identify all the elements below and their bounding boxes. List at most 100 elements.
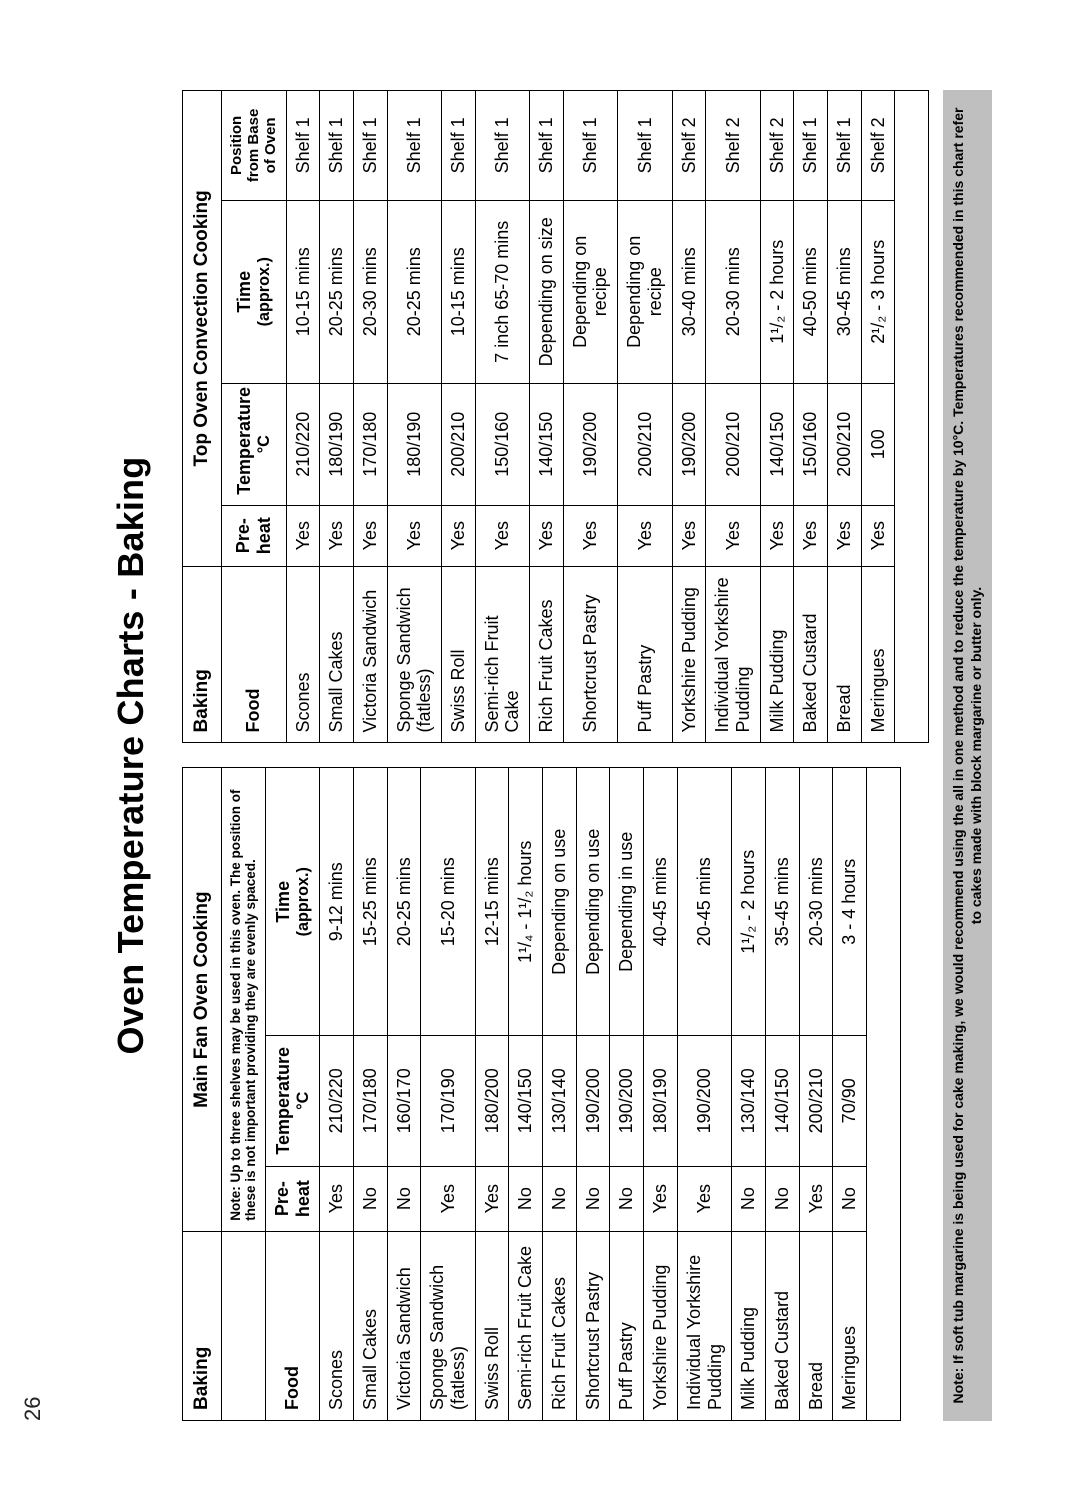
cell-preheat: Yes xyxy=(618,505,672,566)
cell-preheat: Yes xyxy=(530,505,564,566)
cell-temp: 160/170 xyxy=(387,1036,421,1167)
cell-food: Semi-rich Fruit Cake xyxy=(475,566,529,743)
col-food: Food xyxy=(265,1231,319,1420)
cell-preheat: No xyxy=(509,1166,543,1231)
col-food: Food xyxy=(221,566,286,743)
cell-temp: 200/210 xyxy=(442,383,476,505)
table-row: Sponge Sandwich (fatless)Yes170/19015-20… xyxy=(421,768,475,1421)
cell-preheat: Yes xyxy=(353,505,387,566)
cell-time: 1¹/₂ - 2 hours xyxy=(760,200,794,383)
cell-time: 20-25 mins xyxy=(387,768,421,1036)
table-row: Semi-rich Fruit CakeNo140/1501¹/₄ - 1¹/₂… xyxy=(509,768,543,1421)
cell-preheat: Yes xyxy=(387,505,441,566)
table-row: MeringuesNo70/903 - 4 hours xyxy=(833,768,867,1421)
cell-temp: 180/190 xyxy=(387,383,441,505)
cell-temp: 140/150 xyxy=(530,383,564,505)
cell-food: Victoria Sandwich xyxy=(353,566,387,743)
cell-temp: 130/140 xyxy=(732,1036,766,1167)
table-row: BreadYes200/21030-45 minsShelf 1 xyxy=(827,91,861,744)
cell-preheat: Yes xyxy=(760,505,794,566)
cell-preheat: Yes xyxy=(672,505,706,566)
cell-preheat: Yes xyxy=(475,505,529,566)
cell-time: 30-45 mins xyxy=(827,200,861,383)
cell-preheat: Yes xyxy=(421,1166,475,1231)
col-preheat: Pre-heat xyxy=(265,1166,319,1231)
table-row: Victoria SandwichNo160/17020-25 mins xyxy=(387,768,421,1421)
table-row: Semi-rich Fruit CakeYes150/1607 inch 65-… xyxy=(475,91,529,744)
cell-temp: 170/190 xyxy=(421,1036,475,1167)
cell-temp: 180/190 xyxy=(644,1036,678,1167)
cell-temp: 190/200 xyxy=(672,383,706,505)
cell-time: 10-15 mins xyxy=(442,200,476,383)
cell-temp: 180/200 xyxy=(475,1036,509,1167)
cell-food: Rich Fruit Cakes xyxy=(530,566,564,743)
cell-time: 12-15 mins xyxy=(475,768,509,1036)
table-row: Victoria SandwichYes170/18020-30 minsShe… xyxy=(353,91,387,744)
table-row: Swiss RollYes200/21010-15 minsShelf 1 xyxy=(442,91,476,744)
cell-temp: 200/210 xyxy=(799,1036,833,1167)
cell-preheat: No xyxy=(610,1166,644,1231)
cell-food: Victoria Sandwich xyxy=(387,1231,421,1420)
cell-temp: 200/210 xyxy=(706,383,760,505)
cell-food: Rich Fruit Cakes xyxy=(543,1231,577,1420)
table-row: MeringuesYes1002¹/₂ - 3 hoursShelf 2 xyxy=(861,91,895,744)
cell-food: Bread xyxy=(827,566,861,743)
cell-preheat: Yes xyxy=(799,1166,833,1231)
table-row: Rich Fruit CakesNo130/140Depending on us… xyxy=(543,768,577,1421)
cell-food: Individual Yorkshire Pudding xyxy=(706,566,760,743)
cell-temp: 180/190 xyxy=(320,383,354,505)
cell-food: Milk Pudding xyxy=(760,566,794,743)
table-row: Small CakesYes180/19020-25 minsShelf 1 xyxy=(320,91,354,744)
right-table-wrap: Baking Top Oven Convection Cooking Food … xyxy=(182,90,929,744)
table-row: SconesYes210/2209-12 mins xyxy=(320,768,354,1421)
cell-food: Yorkshire Pudding xyxy=(672,566,706,743)
left-note: Note: Up to three shelves may be used in… xyxy=(221,768,265,1231)
cell-time: 20-30 mins xyxy=(799,768,833,1036)
cell-food: Swiss Roll xyxy=(475,1231,509,1420)
cell-preheat: No xyxy=(576,1166,610,1231)
cell-time: 20-25 mins xyxy=(320,200,354,383)
cell-temp: 190/200 xyxy=(610,1036,644,1167)
cell-food: Small Cakes xyxy=(320,566,354,743)
cell-food: Meringues xyxy=(833,1231,867,1420)
cell-time: Depending on recipe xyxy=(563,200,617,383)
cell-pos: Shelf 2 xyxy=(672,91,706,201)
cell-time: Depending on size xyxy=(530,200,564,383)
cell-time: 20-30 mins xyxy=(353,200,387,383)
cell-preheat: No xyxy=(732,1166,766,1231)
blank-row xyxy=(866,768,900,1421)
cell-pos: Shelf 1 xyxy=(794,91,828,201)
cell-temp: 210/220 xyxy=(320,1036,354,1167)
right-section-label: Baking xyxy=(183,566,222,743)
cell-food: Shortcrust Pastry xyxy=(576,1231,610,1420)
cell-time: 15-25 mins xyxy=(353,768,387,1036)
cell-pos: Shelf 1 xyxy=(618,91,672,201)
cell-food: Swiss Roll xyxy=(442,566,476,743)
col-temp: Temperature °C xyxy=(221,383,286,505)
left-table-wrap: Baking Main Fan Oven Cooking Note: Up to… xyxy=(182,768,929,1422)
table-row: Food Pre-heat Temperature °C Time (appro… xyxy=(221,91,286,744)
cell-temp: 170/180 xyxy=(353,1036,387,1167)
left-method-label: Main Fan Oven Cooking xyxy=(183,768,222,1231)
cell-time: 20-25 mins xyxy=(387,200,441,383)
cell-temp: 140/150 xyxy=(509,1036,543,1167)
table-row: Sponge Sandwich (fatless)Yes180/19020-25… xyxy=(387,91,441,744)
cell-time: 35-45 mins xyxy=(765,768,799,1036)
cell-preheat: No xyxy=(765,1166,799,1231)
cell-food: Baked Custard xyxy=(765,1231,799,1420)
table-row: Baking Top Oven Convection Cooking xyxy=(183,91,222,744)
cell-temp: 190/200 xyxy=(563,383,617,505)
cell-preheat: Yes xyxy=(475,1166,509,1231)
cell-time: 10-15 mins xyxy=(286,200,320,383)
table-row: Individual Yorkshire PuddingYes190/20020… xyxy=(677,768,731,1421)
footnote: Note: If soft tub margarine is being use… xyxy=(943,90,992,1421)
cell-food: Sponge Sandwich (fatless) xyxy=(421,1231,475,1420)
table-row xyxy=(895,91,929,744)
blank-row xyxy=(895,91,929,744)
col-temp: Temperature °C xyxy=(265,1036,319,1167)
cell-temp: 190/200 xyxy=(677,1036,731,1167)
cell-time: 15-20 mins xyxy=(421,768,475,1036)
cell-pos: Shelf 2 xyxy=(760,91,794,201)
col-pos: Position from Base of Oven xyxy=(221,91,286,201)
table-row: Food Pre-heat Temperature °C Time (appro… xyxy=(265,768,319,1421)
